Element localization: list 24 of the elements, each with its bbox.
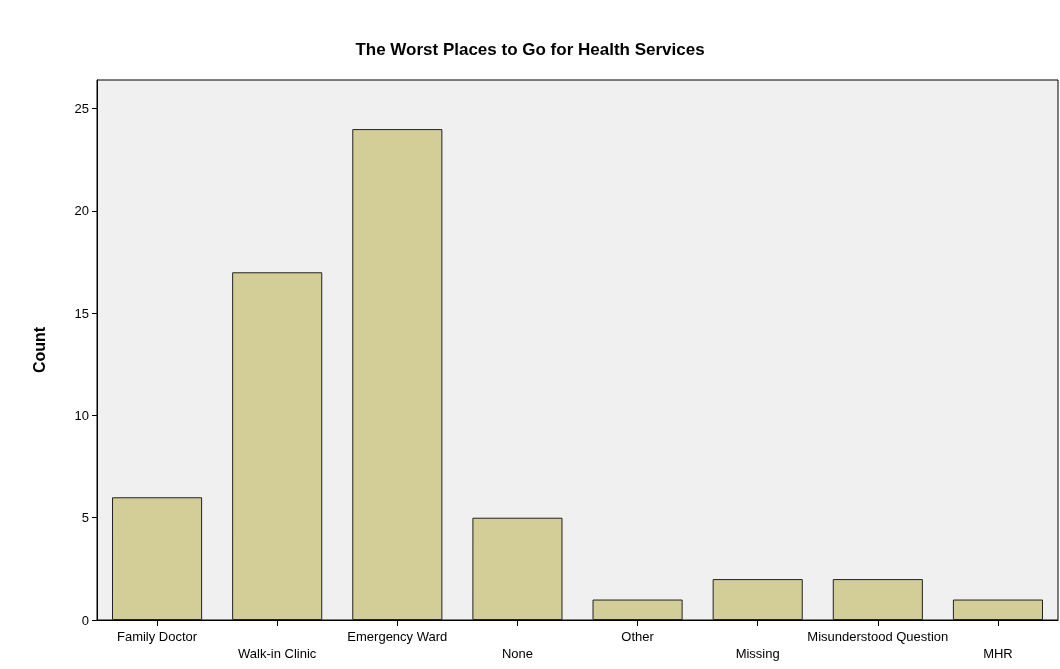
x-tick-label: Missing	[735, 646, 780, 661]
y-tick-label: 15	[74, 305, 89, 321]
bar	[472, 517, 563, 620]
y-tick-label: 5	[81, 510, 89, 526]
bar	[712, 579, 803, 620]
y-tick-label: 20	[74, 203, 89, 219]
y-tick-label: 10	[74, 407, 89, 423]
y-tick-label: 0	[81, 612, 89, 628]
x-tick-label: MHR	[983, 646, 1013, 661]
x-tick-label: Emergency Ward	[347, 629, 448, 644]
bar	[952, 599, 1043, 620]
x-tick-label: Walk-in Clinic	[238, 646, 317, 661]
bar	[352, 129, 443, 620]
y-tick-label: 25	[74, 101, 89, 117]
x-tick-label: Family Doctor	[116, 629, 198, 644]
bar	[232, 272, 323, 620]
y-axis-title: Count	[30, 326, 48, 374]
bar	[592, 599, 683, 620]
x-tick-label: None	[501, 646, 533, 661]
x-tick-label: Other	[621, 629, 655, 644]
bar	[832, 579, 923, 620]
bar	[112, 497, 203, 620]
x-tick-label: Misunderstood Question	[807, 629, 949, 644]
chart-title: The Worst Places to Go for Health Services	[355, 40, 705, 59]
